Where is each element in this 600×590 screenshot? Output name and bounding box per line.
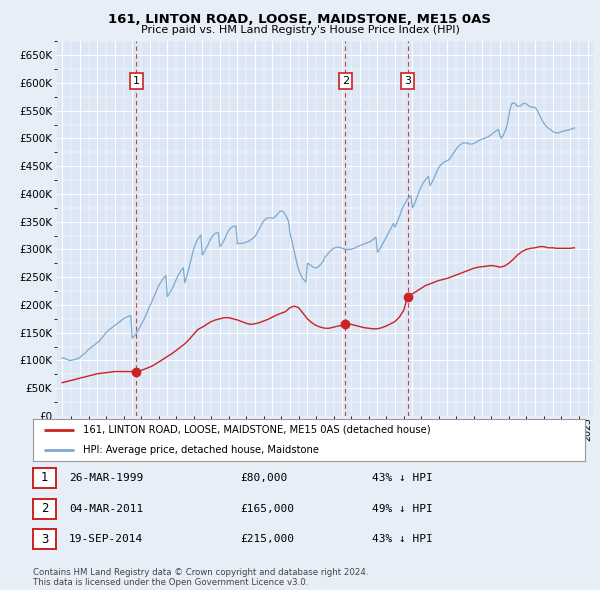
Text: £165,000: £165,000 [240, 504, 294, 513]
Text: 04-MAR-2011: 04-MAR-2011 [69, 504, 143, 513]
Text: 49% ↓ HPI: 49% ↓ HPI [372, 504, 433, 513]
Text: 26-MAR-1999: 26-MAR-1999 [69, 473, 143, 483]
Text: 3: 3 [404, 76, 411, 86]
Text: 2: 2 [41, 502, 48, 515]
Text: £80,000: £80,000 [240, 473, 287, 483]
Text: 19-SEP-2014: 19-SEP-2014 [69, 535, 143, 544]
Text: Price paid vs. HM Land Registry's House Price Index (HPI): Price paid vs. HM Land Registry's House … [140, 25, 460, 35]
Text: 161, LINTON ROAD, LOOSE, MAIDSTONE, ME15 0AS: 161, LINTON ROAD, LOOSE, MAIDSTONE, ME15… [109, 13, 491, 26]
Text: 43% ↓ HPI: 43% ↓ HPI [372, 535, 433, 544]
Text: HPI: Average price, detached house, Maidstone: HPI: Average price, detached house, Maid… [83, 445, 319, 455]
Text: £215,000: £215,000 [240, 535, 294, 544]
Text: 1: 1 [133, 76, 140, 86]
Text: 161, LINTON ROAD, LOOSE, MAIDSTONE, ME15 0AS (detached house): 161, LINTON ROAD, LOOSE, MAIDSTONE, ME15… [83, 425, 430, 435]
Text: 3: 3 [41, 533, 48, 546]
Text: 2: 2 [342, 76, 349, 86]
Text: 43% ↓ HPI: 43% ↓ HPI [372, 473, 433, 483]
Text: Contains HM Land Registry data © Crown copyright and database right 2024.
This d: Contains HM Land Registry data © Crown c… [33, 568, 368, 587]
Text: 1: 1 [41, 471, 48, 484]
